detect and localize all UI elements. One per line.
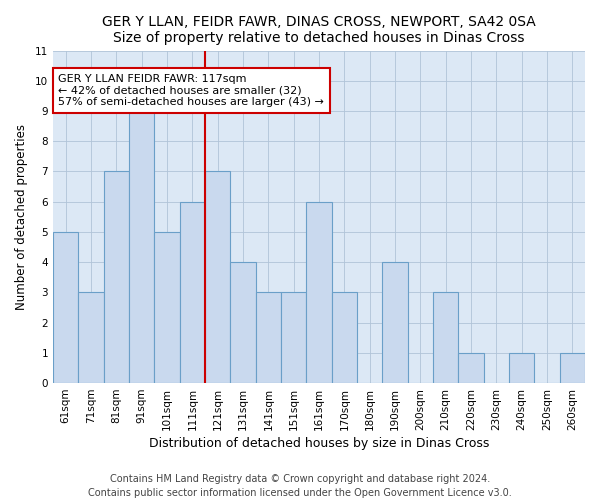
- Y-axis label: Number of detached properties: Number of detached properties: [15, 124, 28, 310]
- Bar: [104, 172, 129, 383]
- Bar: [458, 353, 484, 383]
- Bar: [205, 172, 230, 383]
- Bar: [53, 232, 79, 383]
- Bar: [509, 353, 535, 383]
- Bar: [79, 292, 104, 383]
- Bar: [256, 292, 281, 383]
- Bar: [560, 353, 585, 383]
- Bar: [180, 202, 205, 383]
- Bar: [332, 292, 357, 383]
- Bar: [230, 262, 256, 383]
- Title: GER Y LLAN, FEIDR FAWR, DINAS CROSS, NEWPORT, SA42 0SA
Size of property relative: GER Y LLAN, FEIDR FAWR, DINAS CROSS, NEW…: [102, 15, 536, 45]
- Bar: [281, 292, 307, 383]
- X-axis label: Distribution of detached houses by size in Dinas Cross: Distribution of detached houses by size …: [149, 437, 489, 450]
- Bar: [154, 232, 180, 383]
- Text: GER Y LLAN FEIDR FAWR: 117sqm
← 42% of detached houses are smaller (32)
57% of s: GER Y LLAN FEIDR FAWR: 117sqm ← 42% of d…: [58, 74, 324, 107]
- Text: Contains HM Land Registry data © Crown copyright and database right 2024.
Contai: Contains HM Land Registry data © Crown c…: [88, 474, 512, 498]
- Bar: [382, 262, 407, 383]
- Bar: [307, 202, 332, 383]
- Bar: [433, 292, 458, 383]
- Bar: [129, 111, 154, 383]
